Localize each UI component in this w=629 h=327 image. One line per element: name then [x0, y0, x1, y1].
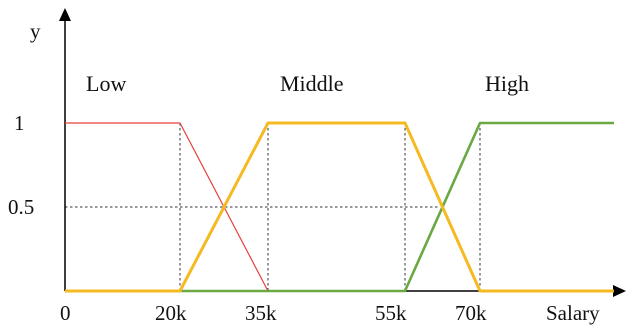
x-tick-label: 70k	[455, 301, 487, 325]
series-label-high: High	[485, 71, 529, 96]
axes	[59, 8, 626, 297]
x-axis-label: Salary	[546, 301, 600, 325]
series-line-middle	[65, 121, 614, 293]
series-label-middle: Middle	[280, 71, 344, 96]
series-group	[65, 121, 614, 293]
x-axis-arrow	[613, 285, 626, 297]
y-axis-arrow	[59, 8, 71, 21]
y-tick-label: 1	[14, 111, 25, 135]
y-axis-label: y	[30, 19, 41, 43]
series-label-low: Low	[86, 71, 126, 96]
labels: y Salary Low Middle High 0 20k 35k 55k 70k 0.…	[8, 19, 600, 325]
x-tick-label: 0	[60, 301, 71, 325]
guide-lines	[65, 123, 481, 291]
x-tick-label: 20k	[155, 301, 187, 325]
x-tick-label: 55k	[375, 301, 407, 325]
x-tick-label: 35k	[245, 301, 277, 325]
y-tick-label: 0.5	[8, 195, 34, 219]
